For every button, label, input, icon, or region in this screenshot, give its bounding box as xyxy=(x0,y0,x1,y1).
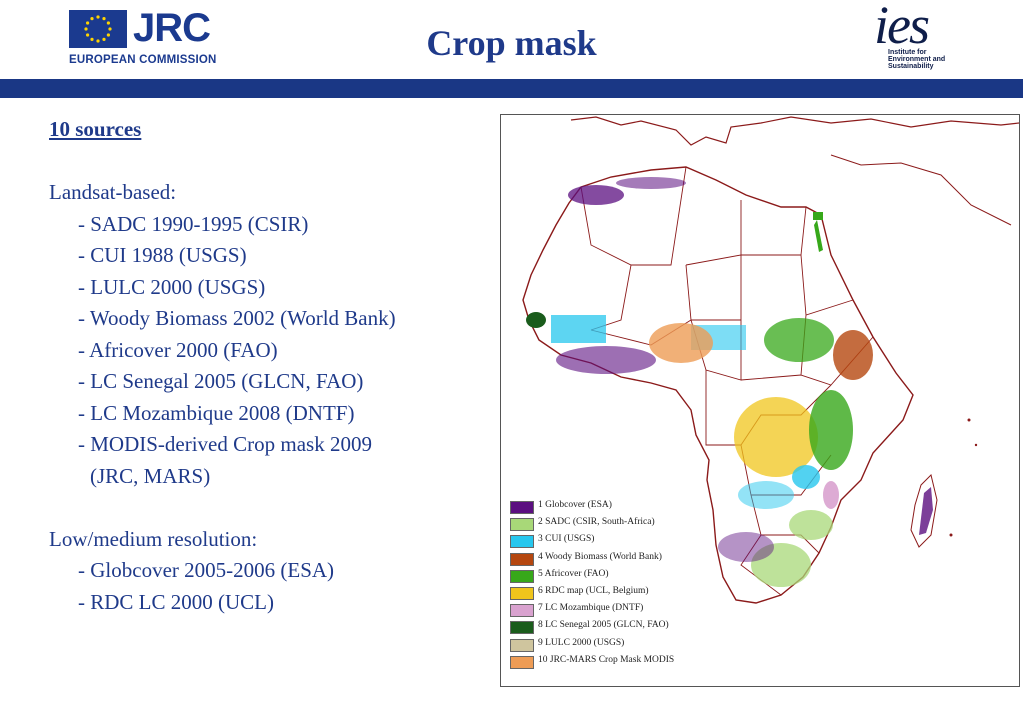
sources-list: 10 sources Landsat-based: - SADC 1990-19… xyxy=(49,114,396,618)
legend-swatch xyxy=(510,569,534,583)
legend-item: 10 JRC-MARS Crop Mask MODIS xyxy=(508,653,693,670)
sources-heading: 10 sources xyxy=(49,117,142,141)
source-item: - Globcover 2005-2006 (ESA) xyxy=(78,558,335,582)
source-item: - Africover 2000 (FAO) xyxy=(78,337,278,362)
legend-item: 4 Woody Biomass (World Bank) xyxy=(508,550,693,567)
header-divider-bar xyxy=(0,79,1023,98)
legend-label: 9 LULC 2000 (USGS) xyxy=(538,637,625,648)
source-item: - SADC 1990-1995 (CSIR) xyxy=(78,211,309,236)
legend-label: 7 LC Mozambique (DNTF) xyxy=(538,603,644,614)
legend-label: 10 JRC-MARS Crop Mask MODIS xyxy=(538,654,675,665)
landsat-heading: Landsat-based: xyxy=(49,180,177,204)
legend-swatch xyxy=(510,638,534,652)
legend-item: 6 RDC map (UCL, Belgium) xyxy=(508,584,693,601)
legend-swatch xyxy=(510,604,534,618)
jrc-logo: JRC EUROPEAN COMMISSION xyxy=(69,6,217,70)
source-item: - Woody Biomass 2002 (World Bank) xyxy=(78,306,396,330)
legend-swatch xyxy=(510,552,534,566)
ies-logo-text: ies xyxy=(874,0,930,55)
legend-item: 5 Africover (FAO) xyxy=(508,567,693,584)
legend-item: 9 LULC 2000 (USGS) xyxy=(508,636,693,653)
source-item: - CUI 1988 (USGS) xyxy=(78,243,247,267)
source-item: - LC Mozambique 2008 (DNTF) xyxy=(78,400,355,425)
legend-swatch xyxy=(510,621,534,635)
africa-map-image xyxy=(522,116,1019,604)
legend-label: 3 CUI (USGS) xyxy=(538,534,595,545)
eu-flag-icon xyxy=(69,10,127,48)
legend-item: 3 CUI (USGS) xyxy=(508,532,693,549)
lowres-heading: Low/medium resolution: xyxy=(49,526,258,551)
source-item-continuation: (JRC, MARS) xyxy=(90,463,211,488)
map-legend: 1 Globcover (ESA) 2 SADC (CSIR, South-Afr… xyxy=(508,498,693,670)
legend-item: 2 SADC (CSIR, South-Africa) xyxy=(508,515,693,532)
legend-item: 8 LC Senegal 2005 (GLCN, FAO) xyxy=(508,618,693,635)
legend-swatch xyxy=(510,518,534,532)
ies-logo-subtitle: Institute for Environment and Sustainabi… xyxy=(888,49,946,70)
legend-item: 7 LC Mozambique (DNTF) xyxy=(508,601,693,618)
jrc-logo-text: JRC xyxy=(133,6,211,50)
africa-crop-mask-map: 1 Globcover (ESA) 2 SADC (CSIR, South-Afr… xyxy=(500,114,1020,687)
page-title: Crop mask xyxy=(426,23,597,63)
legend-swatch xyxy=(510,586,534,600)
legend-label: 2 SADC (CSIR, South-Africa) xyxy=(538,517,655,528)
legend-label: 5 Africover (FAO) xyxy=(538,568,609,579)
legend-swatch xyxy=(510,655,534,669)
european-commission-text: EUROPEAN COMMISSION xyxy=(69,54,217,66)
legend-swatch xyxy=(510,535,534,549)
source-item: - LC Senegal 2005 (GLCN, FAO) xyxy=(78,369,364,393)
legend-label: 6 RDC map (UCL, Belgium) xyxy=(538,585,649,596)
source-item: - MODIS-derived Crop mask 2009 xyxy=(78,432,372,456)
source-item: - LULC 2000 (USGS) xyxy=(78,274,266,299)
legend-label: 1 Globcover (ESA) xyxy=(538,500,612,510)
legend-label: 8 LC Senegal 2005 (GLCN, FAO) xyxy=(538,620,669,631)
legend-swatch xyxy=(510,501,534,514)
source-item: - RDC LC 2000 (UCL) xyxy=(78,589,274,614)
legend-label: 4 Woody Biomass (World Bank) xyxy=(538,551,662,562)
slide-header: JRC EUROPEAN COMMISSION Crop mask ies In… xyxy=(0,0,1023,78)
ies-logo: ies Institute for Environment and Sustai… xyxy=(866,0,966,76)
legend-item: 1 Globcover (ESA) xyxy=(508,498,693,515)
